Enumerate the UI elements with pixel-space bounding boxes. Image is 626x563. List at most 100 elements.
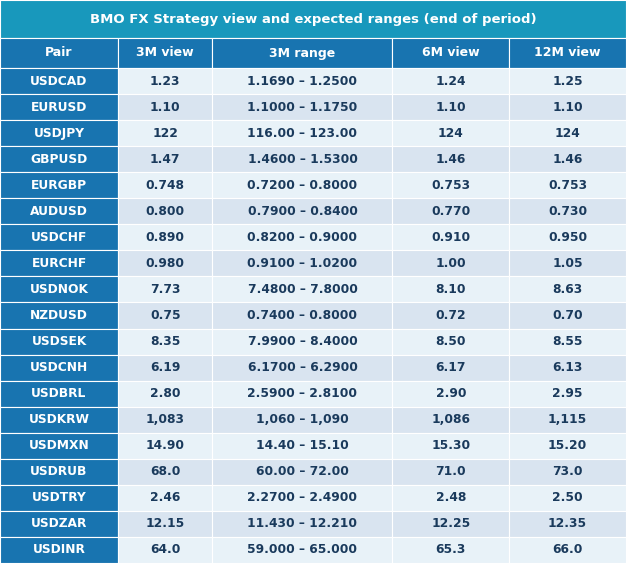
Text: 12.35: 12.35: [548, 517, 587, 530]
Bar: [393, 511, 509, 537]
Text: 1,083: 1,083: [146, 413, 185, 426]
Text: 124: 124: [555, 127, 580, 140]
Bar: [118, 302, 212, 329]
Text: 1.10: 1.10: [436, 101, 466, 114]
Text: 0.800: 0.800: [146, 205, 185, 218]
Text: 8.10: 8.10: [436, 283, 466, 296]
Text: EURUSD: EURUSD: [31, 101, 87, 114]
Text: USDRUB: USDRUB: [30, 465, 88, 479]
Bar: [509, 251, 626, 276]
Bar: [118, 94, 212, 120]
Bar: [212, 68, 393, 94]
Bar: [118, 459, 212, 485]
Text: 0.950: 0.950: [548, 231, 587, 244]
Text: 12.25: 12.25: [431, 517, 471, 530]
Bar: [212, 224, 393, 251]
Bar: [0, 381, 118, 406]
Text: USDBRL: USDBRL: [31, 387, 87, 400]
Bar: [509, 302, 626, 329]
Bar: [118, 224, 212, 251]
Text: 1,086: 1,086: [431, 413, 470, 426]
Bar: [118, 485, 212, 511]
Text: 1.00: 1.00: [436, 257, 466, 270]
Bar: [509, 38, 626, 68]
Text: USDMXN: USDMXN: [29, 439, 90, 452]
Bar: [0, 120, 118, 146]
Bar: [0, 0, 626, 38]
Bar: [212, 537, 393, 563]
Bar: [212, 251, 393, 276]
Text: 0.7900 – 0.8400: 0.7900 – 0.8400: [247, 205, 357, 218]
Text: USDCAD: USDCAD: [30, 74, 88, 87]
Bar: [118, 433, 212, 459]
Text: 1.1690 – 1.2500: 1.1690 – 1.2500: [247, 74, 357, 87]
Bar: [393, 381, 509, 406]
Bar: [118, 120, 212, 146]
Text: 2.5900 – 2.8100: 2.5900 – 2.8100: [247, 387, 357, 400]
Bar: [212, 381, 393, 406]
Bar: [0, 94, 118, 120]
Bar: [509, 276, 626, 302]
Bar: [393, 224, 509, 251]
Bar: [212, 276, 393, 302]
Text: USDCHF: USDCHF: [31, 231, 87, 244]
Text: 0.70: 0.70: [552, 309, 583, 322]
Text: 1.10: 1.10: [150, 101, 180, 114]
Bar: [0, 511, 118, 537]
Bar: [0, 485, 118, 511]
Text: 0.7400 – 0.8000: 0.7400 – 0.8000: [247, 309, 357, 322]
Text: Pair: Pair: [45, 47, 73, 60]
Bar: [118, 38, 212, 68]
Bar: [509, 172, 626, 198]
Bar: [0, 224, 118, 251]
Bar: [212, 120, 393, 146]
Text: EURGBP: EURGBP: [31, 178, 87, 192]
Text: 2.80: 2.80: [150, 387, 180, 400]
Bar: [393, 433, 509, 459]
Bar: [509, 120, 626, 146]
Bar: [0, 146, 118, 172]
Text: 1,115: 1,115: [548, 413, 587, 426]
Bar: [118, 198, 212, 224]
Bar: [509, 381, 626, 406]
Text: 1.05: 1.05: [552, 257, 583, 270]
Bar: [118, 251, 212, 276]
Bar: [118, 406, 212, 433]
Bar: [393, 120, 509, 146]
Bar: [509, 329, 626, 355]
Bar: [118, 146, 212, 172]
Text: USDNOK: USDNOK: [29, 283, 88, 296]
Bar: [393, 94, 509, 120]
Text: 1.47: 1.47: [150, 153, 180, 166]
Text: 6.19: 6.19: [150, 361, 180, 374]
Text: USDINR: USDINR: [33, 543, 86, 556]
Text: 0.9100 – 1.0200: 0.9100 – 1.0200: [247, 257, 357, 270]
Text: BMO FX Strategy view and expected ranges (end of period): BMO FX Strategy view and expected ranges…: [90, 12, 536, 25]
Bar: [0, 251, 118, 276]
Text: USDZAR: USDZAR: [31, 517, 87, 530]
Bar: [0, 459, 118, 485]
Text: 2.48: 2.48: [436, 491, 466, 504]
Bar: [393, 276, 509, 302]
Bar: [509, 485, 626, 511]
Bar: [212, 433, 393, 459]
Text: GBPUSD: GBPUSD: [31, 153, 88, 166]
Text: 1.25: 1.25: [552, 74, 583, 87]
Bar: [393, 172, 509, 198]
Text: 0.748: 0.748: [146, 178, 185, 192]
Bar: [393, 485, 509, 511]
Text: 0.72: 0.72: [436, 309, 466, 322]
Bar: [212, 146, 393, 172]
Bar: [118, 276, 212, 302]
Bar: [118, 68, 212, 94]
Text: 0.75: 0.75: [150, 309, 180, 322]
Bar: [393, 355, 509, 381]
Text: EURCHF: EURCHF: [31, 257, 86, 270]
Text: 8.63: 8.63: [553, 283, 583, 296]
Bar: [393, 459, 509, 485]
Bar: [393, 198, 509, 224]
Bar: [393, 302, 509, 329]
Bar: [118, 172, 212, 198]
Text: 15.30: 15.30: [431, 439, 470, 452]
Text: 0.7200 – 0.8000: 0.7200 – 0.8000: [247, 178, 357, 192]
